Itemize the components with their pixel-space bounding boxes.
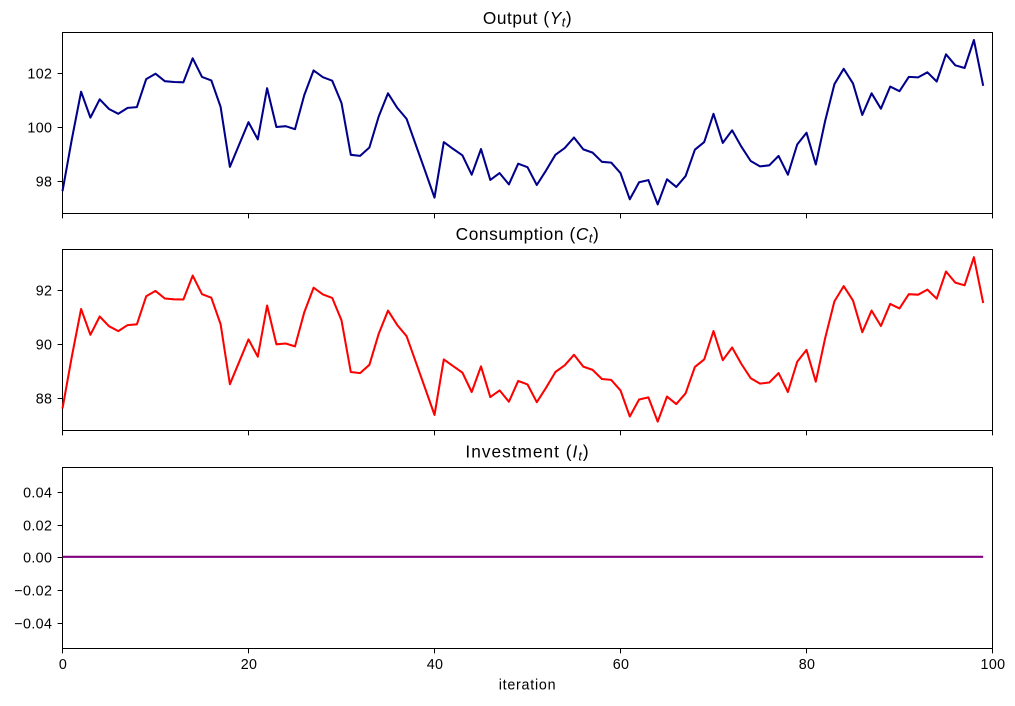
svg-text:iteration: iteration <box>499 677 557 693</box>
svg-text:60: 60 <box>613 657 630 673</box>
svg-text:0.00: 0.00 <box>23 551 52 567</box>
svg-text:Consumption (Ct): Consumption (Ct) <box>456 224 600 246</box>
svg-text:92: 92 <box>36 284 53 300</box>
svg-text:−0.04: −0.04 <box>14 617 52 633</box>
svg-text:80: 80 <box>799 657 816 673</box>
svg-text:100: 100 <box>27 121 52 137</box>
svg-text:100: 100 <box>981 657 1006 673</box>
svg-text:40: 40 <box>427 657 444 673</box>
svg-text:90: 90 <box>36 338 53 354</box>
svg-text:98: 98 <box>36 175 53 191</box>
svg-text:102: 102 <box>27 67 52 83</box>
svg-text:88: 88 <box>36 392 53 408</box>
svg-text:Investment (It): Investment (It) <box>465 442 589 464</box>
svg-text:0.04: 0.04 <box>23 486 52 502</box>
svg-text:0: 0 <box>59 657 67 673</box>
svg-text:20: 20 <box>241 657 258 673</box>
svg-text:Output (Yt): Output (Yt) <box>483 8 572 30</box>
svg-text:−0.02: −0.02 <box>14 584 52 600</box>
svg-text:0.02: 0.02 <box>23 519 52 535</box>
